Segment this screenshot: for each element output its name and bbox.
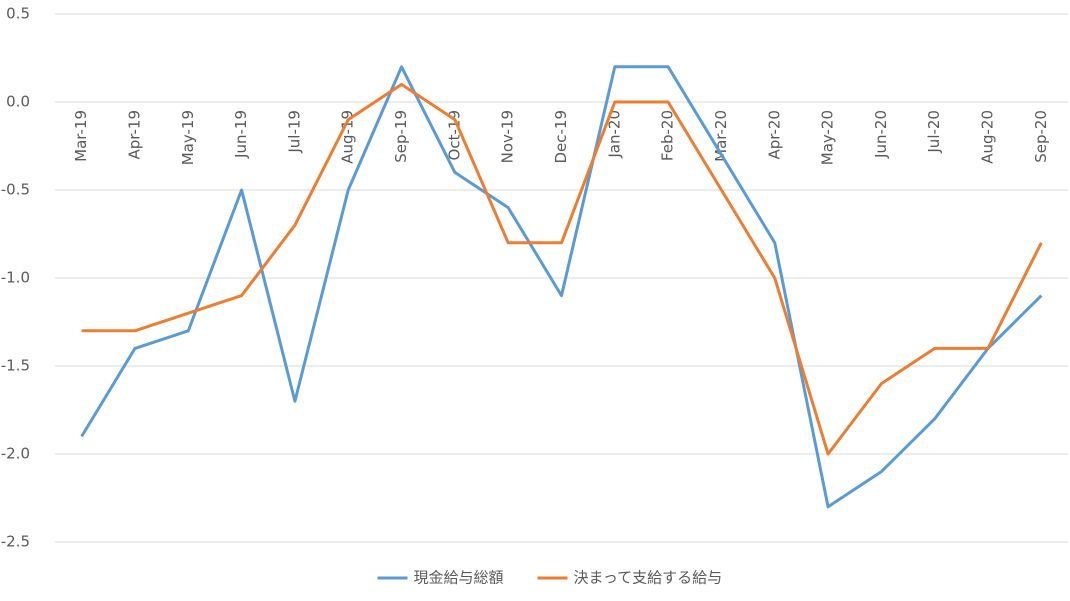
- y-tick-label: -1.5: [1, 357, 30, 375]
- series-line: [80, 65, 1043, 509]
- x-tick-label: May-20: [819, 110, 837, 165]
- x-tick-label: Sep-20: [1032, 110, 1050, 163]
- x-tick-label: Apr-19: [125, 110, 143, 160]
- legend-label: 現金給与総額: [414, 569, 504, 587]
- y-tick-label: -1.0: [1, 269, 30, 287]
- y-tick-label: -2.5: [1, 533, 30, 551]
- x-tick-label: Jan-20: [605, 110, 623, 159]
- y-tick-label: 0.5: [6, 5, 30, 23]
- x-tick-label: Aug-19: [339, 110, 357, 164]
- x-tick-label: Jun-20: [872, 110, 890, 159]
- x-tick-label: Aug-20: [979, 110, 997, 164]
- x-tick-label: Jun-19: [232, 110, 250, 159]
- y-tick-label: -0.5: [1, 181, 30, 199]
- x-tick-label: Apr-20: [765, 110, 783, 160]
- x-tick-label: May-19: [179, 110, 197, 165]
- y-tick-label: -2.0: [1, 445, 30, 463]
- x-tick-label: Sep-19: [392, 110, 410, 163]
- x-tick-label: Mar-19: [72, 110, 90, 162]
- x-tick-label: Jul-19: [285, 110, 303, 154]
- x-tick-label: Jul-20: [925, 110, 943, 154]
- legend-label: 決まって支給する給与: [574, 569, 723, 587]
- x-tick-label: Feb-20: [659, 110, 677, 161]
- x-tick-label: Oct-19: [445, 110, 463, 160]
- x-tick-label: Nov-19: [499, 110, 517, 163]
- series-line: [81, 82, 1043, 456]
- x-tick-label: Dec-19: [552, 110, 570, 164]
- y-tick-label: 0.0: [6, 93, 30, 111]
